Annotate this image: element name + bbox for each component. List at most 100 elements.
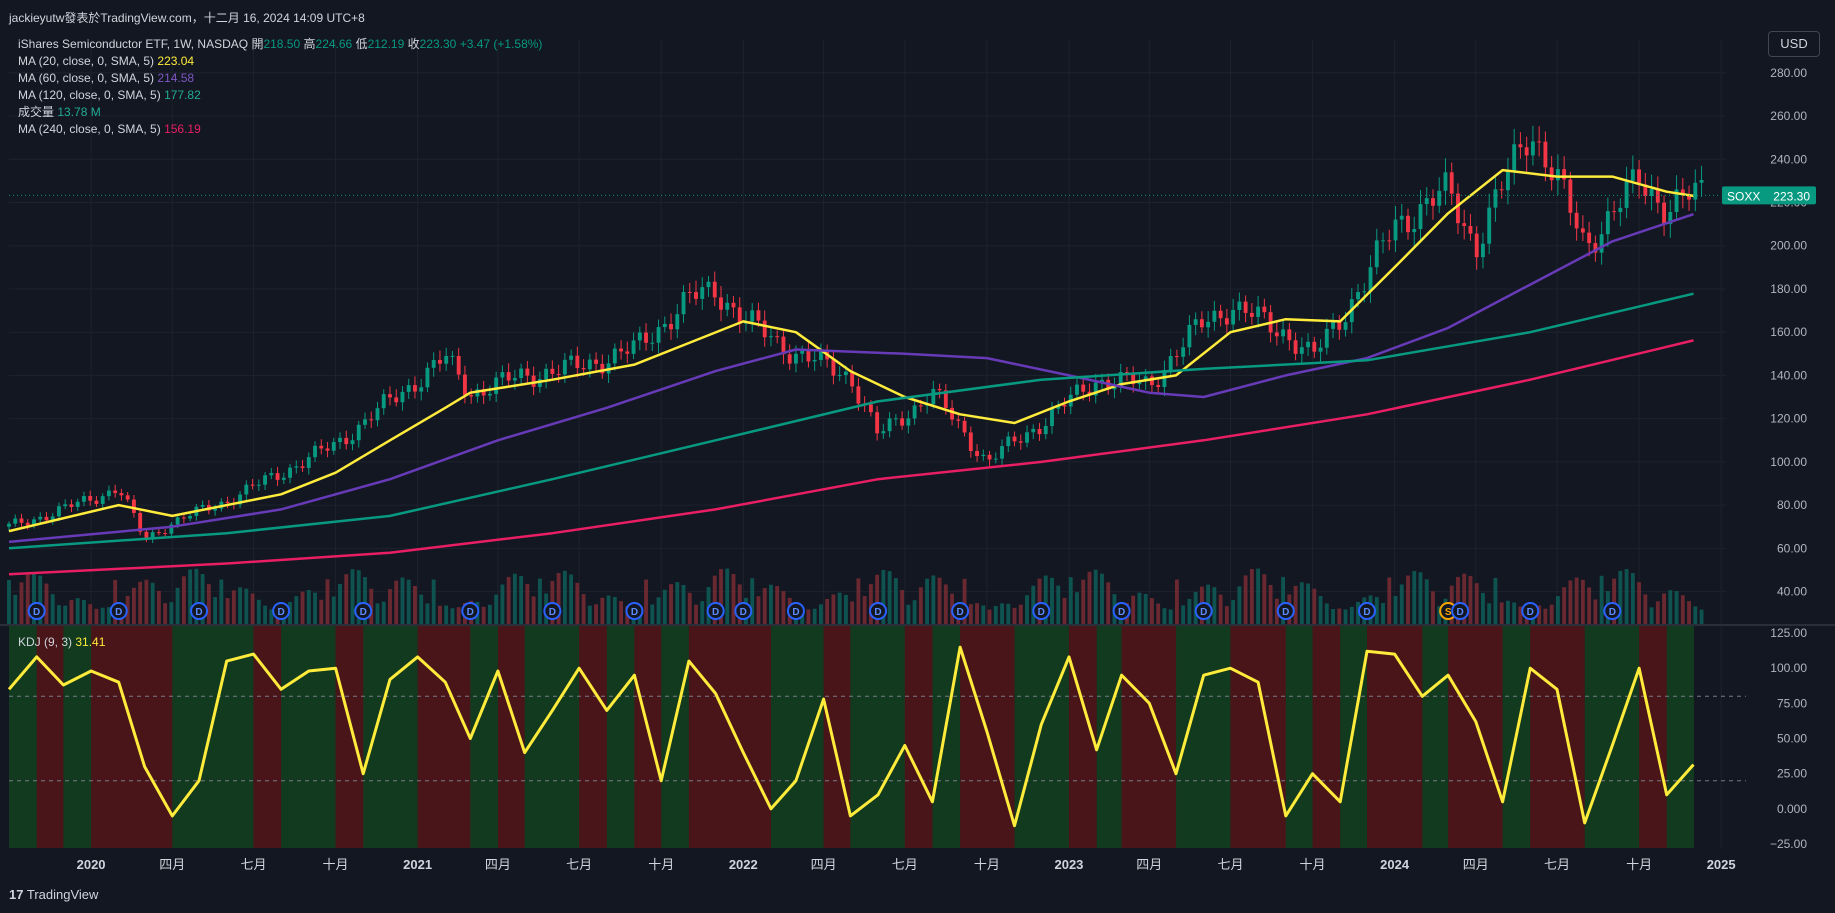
volume-bar bbox=[1456, 576, 1460, 624]
candle-body bbox=[1368, 267, 1373, 292]
volume-bar bbox=[900, 589, 905, 624]
volume-bar bbox=[381, 601, 386, 624]
volume-bar bbox=[1156, 603, 1161, 624]
volume-bar bbox=[1549, 604, 1554, 624]
volume-bar bbox=[1050, 577, 1054, 624]
volume-bar bbox=[750, 578, 755, 624]
volume-bar bbox=[669, 584, 673, 624]
candle-body bbox=[431, 359, 436, 368]
volume-bar bbox=[931, 575, 936, 624]
volume-bar bbox=[1075, 592, 1079, 624]
candle-body bbox=[1424, 198, 1429, 205]
volume-bar bbox=[438, 605, 442, 624]
indicator-kdj[interactable]: KDJ (9, 3) 31.41 bbox=[18, 634, 105, 651]
volume-bar bbox=[906, 604, 911, 624]
candle-body bbox=[1218, 310, 1223, 319]
candle-body bbox=[787, 354, 792, 364]
price-tag-box bbox=[1722, 186, 1816, 205]
candle-body bbox=[1006, 436, 1011, 447]
volume-bar bbox=[1580, 579, 1585, 624]
kdj-band bbox=[1121, 626, 1150, 848]
volume-bar bbox=[725, 568, 730, 624]
candle-body bbox=[250, 484, 255, 486]
candle-body bbox=[562, 359, 567, 375]
candle-body bbox=[119, 493, 124, 496]
dividend-marker bbox=[1194, 602, 1213, 620]
candle-body bbox=[1543, 141, 1548, 168]
candle-body bbox=[1025, 432, 1029, 443]
indicator-ma20[interactable]: MA (20, close, 0, SMA, 5) 223.04 bbox=[18, 53, 194, 70]
candle-body bbox=[812, 359, 817, 362]
candle-body bbox=[475, 389, 480, 397]
kdj-band bbox=[118, 626, 146, 848]
indicator-ma60[interactable]: MA (60, close, 0, SMA, 5) 214.58 bbox=[18, 70, 194, 87]
time-axis-label: 七月 bbox=[240, 857, 266, 872]
candle-body bbox=[1443, 172, 1448, 191]
volume-bar bbox=[444, 605, 449, 624]
volume-bar bbox=[156, 590, 161, 624]
candle-body bbox=[331, 442, 336, 451]
candle-body bbox=[1293, 340, 1298, 354]
candle-body bbox=[581, 368, 586, 370]
candle-body bbox=[388, 394, 392, 398]
candle-body bbox=[1599, 234, 1604, 253]
price-axis-label: 140.00 bbox=[1770, 368, 1807, 382]
time-axis-label: 2023 bbox=[1054, 857, 1083, 872]
volume-bar bbox=[1324, 603, 1329, 624]
indicator-ma20-label: MA (20, close, 0, SMA, 5) bbox=[18, 54, 155, 68]
candle-body bbox=[288, 467, 292, 478]
indicator-ma120[interactable]: MA (120, close, 0, SMA, 5) 177.82 bbox=[18, 87, 201, 104]
dividend-marker bbox=[1451, 602, 1470, 620]
price-tag-value: 223.30 bbox=[1773, 189, 1810, 203]
kdj-band bbox=[932, 626, 961, 848]
candle-body bbox=[1312, 341, 1317, 352]
candle-body bbox=[213, 508, 218, 511]
price-axis-label: 240.00 bbox=[1770, 152, 1807, 166]
candle-body bbox=[13, 518, 18, 524]
volume-bar bbox=[512, 573, 517, 624]
dividend-marker bbox=[1521, 602, 1540, 620]
candle-body bbox=[1524, 147, 1529, 156]
volume-bar bbox=[837, 592, 842, 624]
candle-body bbox=[363, 419, 367, 425]
candle-body bbox=[937, 388, 942, 391]
indicator-ma240[interactable]: MA (240, close, 0, SMA, 5) 156.19 bbox=[18, 121, 201, 138]
volume-bar bbox=[700, 601, 705, 624]
volume-bar bbox=[731, 573, 736, 624]
close-value: 223.30 bbox=[419, 37, 457, 51]
currency-button[interactable]: USD bbox=[1768, 31, 1820, 57]
dividend-marker bbox=[869, 602, 888, 620]
volume-bar bbox=[1599, 575, 1604, 624]
candle-body bbox=[1649, 189, 1654, 196]
kdj-band bbox=[1312, 626, 1341, 848]
candle-body bbox=[1281, 329, 1286, 337]
volume-bar bbox=[1668, 590, 1673, 624]
marker-label: D bbox=[874, 607, 881, 618]
indicator-volume-value: 13.78 M bbox=[57, 105, 101, 119]
volume-bar bbox=[50, 594, 55, 624]
tradingview-logo[interactable]: 17 TradingView bbox=[9, 887, 98, 902]
indicator-volume[interactable]: 成交量 13.78 M bbox=[18, 104, 101, 121]
volume-bar bbox=[487, 604, 492, 624]
volume-bar bbox=[363, 577, 367, 624]
candle-body bbox=[25, 522, 30, 526]
candle-body bbox=[1012, 436, 1017, 442]
candle-body bbox=[537, 379, 542, 387]
indicator-ma120-label: MA (120, close, 0, SMA, 5) bbox=[18, 88, 161, 102]
volume-bar bbox=[1462, 573, 1467, 624]
volume-bar bbox=[163, 603, 168, 624]
volume-bar bbox=[962, 578, 967, 624]
candle-body bbox=[150, 532, 155, 539]
candle-body bbox=[619, 348, 623, 352]
candle-body bbox=[725, 302, 730, 310]
candle-body bbox=[1306, 341, 1311, 348]
volume-bar bbox=[1056, 585, 1061, 624]
moving-average-line bbox=[8, 339, 1694, 576]
candle-body bbox=[931, 388, 936, 405]
volume-bar bbox=[1674, 591, 1679, 624]
candle-body bbox=[263, 475, 268, 485]
candle-body bbox=[1193, 319, 1198, 325]
volume-bar bbox=[1293, 585, 1298, 624]
volume-bar bbox=[775, 586, 780, 624]
